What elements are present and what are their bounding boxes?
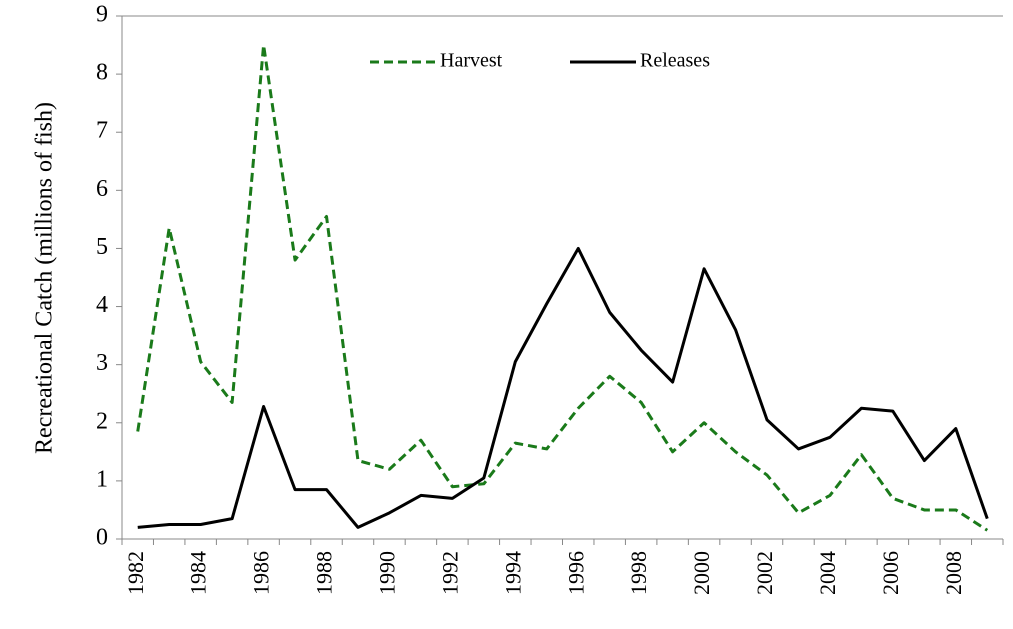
y-tick-label: 5 (96, 234, 108, 260)
x-tick-label: 2004 (815, 551, 840, 595)
legend-label: Harvest (440, 50, 503, 72)
y-tick-label: 3 (96, 350, 108, 376)
y-tick-label: 9 (96, 2, 108, 28)
x-tick-label: 1984 (186, 551, 211, 595)
x-tick-label: 2008 (941, 551, 966, 595)
y-tick-label: 7 (96, 118, 108, 144)
x-tick-label: 1988 (312, 551, 337, 595)
y-tick-label: 4 (96, 292, 108, 318)
x-tick-label: 1986 (249, 551, 274, 595)
y-tick-label: 1 (96, 466, 108, 492)
x-tick-label: 1994 (500, 551, 525, 595)
y-tick-label: 2 (96, 408, 108, 434)
y-tick-label: 6 (96, 176, 108, 202)
series-line (137, 246, 989, 529)
x-tick-label: 1998 (626, 551, 651, 595)
x-tick-label: 1996 (563, 551, 588, 595)
series-line (136, 43, 989, 532)
x-tick-label: 1982 (123, 551, 148, 595)
x-tick-label: 1992 (437, 551, 462, 595)
x-tick-label: 2002 (752, 551, 777, 595)
x-tick-label: 2006 (878, 551, 903, 595)
x-tick-label: 2000 (689, 551, 714, 595)
y-tick-label: 8 (96, 60, 108, 86)
y-axis-title: Recreational Catch (millions of fish) (32, 102, 58, 454)
x-tick-label: 1990 (374, 551, 399, 595)
legend-label: Releases (640, 50, 710, 72)
y-tick-label: 0 (96, 525, 108, 551)
